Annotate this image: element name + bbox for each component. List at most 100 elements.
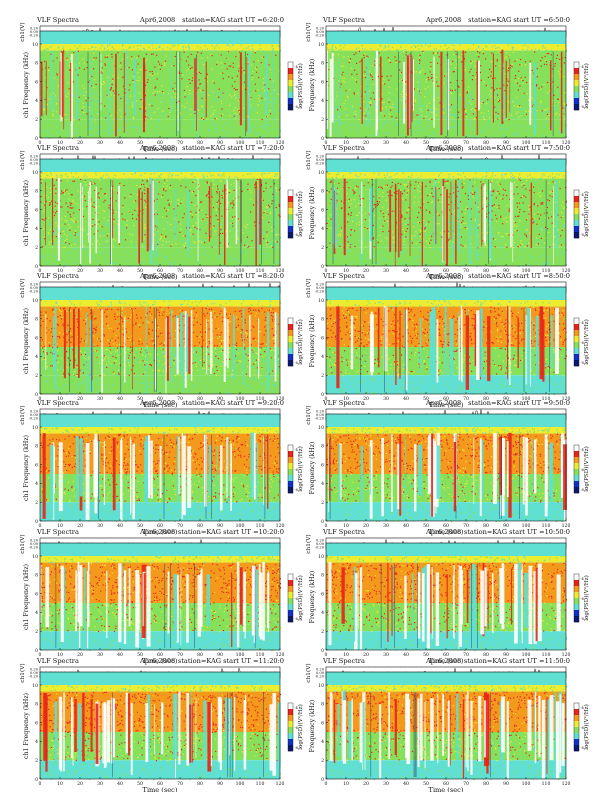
panel-header-title: VLF Spectra	[322, 144, 365, 152]
y-tick-label: 2	[35, 629, 38, 635]
panel-header-date: Apr6,2008	[139, 657, 175, 665]
colorbar-segment	[574, 62, 579, 68]
x-tick-label: 100	[236, 781, 245, 787]
colorbar-segment	[574, 226, 579, 232]
x-tick-label: 110	[256, 781, 265, 787]
y-axis-label: ch1 Frequency (kHz)	[23, 52, 30, 118]
colorbar-segment	[288, 451, 293, 457]
colorbar-segment	[574, 709, 579, 715]
panel-header-station: station=KAG start UT =7:20:0	[182, 144, 284, 152]
x-tick-label: 70	[463, 781, 469, 787]
colorbar-segment	[288, 214, 293, 220]
colorbar-segment	[288, 336, 293, 342]
y-tick-label: 8	[35, 444, 38, 450]
colorbar-segment	[574, 348, 579, 354]
y-tick-label: 2	[35, 373, 38, 379]
x-tick-label: 80	[483, 781, 489, 787]
y-tick-label: 8	[321, 61, 324, 67]
colorbar-segment	[574, 445, 579, 451]
colorbar-segment	[574, 610, 579, 616]
spectrogram-image	[326, 672, 567, 780]
y-tick-label: 8	[321, 702, 324, 708]
panel-header-date: Apr6,2008	[425, 272, 461, 280]
y-tick-label: 6	[35, 462, 38, 468]
panel-header-date: Apr6,2008	[425, 399, 461, 407]
waveform-tick-label: -0.20	[315, 162, 325, 166]
y-tick-label: 8	[321, 317, 324, 323]
spectrogram-band	[326, 287, 566, 300]
x-tick-label: 30	[97, 140, 103, 146]
spectrogram-image	[40, 414, 281, 522]
x-tick-label: 30	[383, 781, 389, 787]
spectrogram-panel: VLF Spectra Apr6,2008 station=KAG start UT…	[305, 272, 590, 409]
y-tick-label: 8	[321, 444, 324, 450]
x-tick-label: 40	[117, 652, 123, 658]
y-tick-label: 4	[321, 610, 324, 616]
panel-header-title: VLF Spectra	[36, 399, 79, 407]
spectrogram-band	[40, 427, 280, 434]
x-tick-label: 10	[57, 781, 63, 787]
figure-page: VLF Spectra Apr6,2008 station=KAG start UT…	[0, 0, 612, 792]
spectrogram-band	[326, 414, 566, 427]
colorbar-segment	[288, 330, 293, 336]
x-tick-label: 20	[77, 781, 83, 787]
x-tick-label: 120	[276, 781, 285, 787]
colorbar-segment	[574, 220, 579, 226]
colorbar-segment	[288, 232, 293, 238]
colorbar-segment	[288, 62, 293, 68]
x-tick-label: 30	[97, 396, 103, 402]
colorbar-segment	[574, 574, 579, 580]
waveform-tick-label: -0.20	[315, 546, 325, 550]
panel-header-date: Apr6,2008	[425, 144, 461, 152]
spectrogram-image	[40, 543, 281, 651]
colorbar-segment	[288, 469, 293, 475]
panel-header-date: Apr6,2008	[139, 16, 175, 24]
waveform-axis-label: ch1(V)	[19, 534, 26, 553]
y-tick-label: 10	[32, 425, 38, 431]
colorbar-label: log(PSD)(V²/Hz)	[583, 575, 590, 621]
colorbar-segment	[288, 86, 293, 92]
spectrogram-image	[326, 31, 567, 139]
colorbar-segment	[288, 202, 293, 208]
y-tick-label: 2	[321, 629, 324, 635]
waveform-tick-label: -0.20	[29, 162, 39, 166]
y-tick-label: 4	[35, 481, 38, 487]
colorbar-segment	[574, 481, 579, 487]
waveform-axis-label: ch1(V)	[305, 278, 312, 297]
panel-header-station: station=KAG start UT =9:50:0	[468, 399, 570, 407]
waveform-axis-label: ch1(V)	[19, 663, 26, 682]
waveform-tick-label: -0.20	[315, 290, 325, 294]
x-tick-label: 30	[383, 652, 389, 658]
colorbar-segment	[574, 354, 579, 360]
spectrogram-band	[326, 685, 566, 692]
panel-header-title: VLF Spectra	[322, 399, 365, 407]
y-tick-label: 4	[321, 354, 324, 360]
colorbar-segment	[574, 457, 579, 463]
colorbar-segment	[574, 739, 579, 745]
colorbar-segment	[288, 616, 293, 622]
x-axis-label: Time (sec)	[143, 786, 178, 792]
y-axis-label: Frequency (kHz)	[309, 59, 316, 112]
colorbar-segment	[574, 727, 579, 733]
y-tick-label: 6	[321, 335, 324, 341]
y-tick-label: 8	[35, 573, 38, 579]
waveform-axis-label: ch1(V)	[19, 22, 26, 41]
x-tick-label: 40	[403, 781, 409, 787]
y-tick-label: 2	[321, 117, 324, 123]
y-tick-label: 10	[318, 683, 324, 689]
colorbar-segment	[574, 451, 579, 457]
colorbar-segment	[574, 598, 579, 604]
y-tick-label: 10	[318, 425, 324, 431]
y-tick-label: 4	[35, 226, 38, 232]
colorbar-segment	[574, 715, 579, 721]
spectrogram-image	[326, 414, 567, 522]
colorbar-segment	[288, 92, 293, 98]
y-axis-label: ch1 Frequency (kHz)	[23, 308, 30, 374]
x-tick-label: 90	[503, 781, 509, 787]
spectrogram-image	[40, 672, 281, 780]
panel-header-station: station=KAG start UT =8:20:0	[182, 272, 284, 280]
colorbar-segment	[574, 214, 579, 220]
colorbar-segment	[288, 74, 293, 80]
